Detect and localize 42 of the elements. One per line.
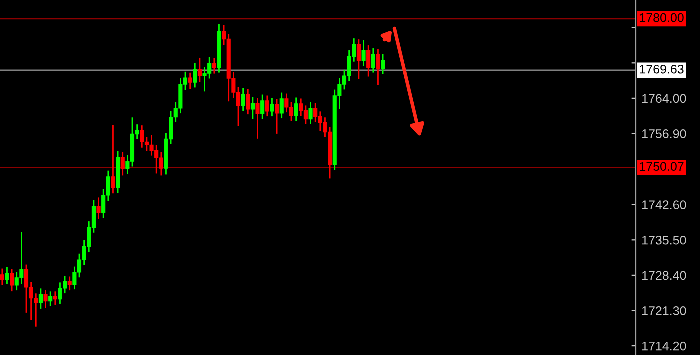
candlestick <box>256 98 260 139</box>
candlestick <box>5 267 10 284</box>
y-tick-label: 1728.40 <box>642 271 686 280</box>
candlestick <box>111 125 116 194</box>
candlestick <box>246 89 250 115</box>
candlestick <box>120 152 125 176</box>
candlestick <box>270 98 274 117</box>
candlestick <box>10 269 14 292</box>
candlestick <box>260 94 265 120</box>
candlestick <box>48 292 53 306</box>
candlestick <box>198 58 202 82</box>
ref-line-label: 1750.07 <box>640 162 684 172</box>
candlestick <box>294 98 298 122</box>
y-tick-label: 1714.20 <box>642 342 686 351</box>
y-tick-label: 1756.90 <box>642 130 686 138</box>
candlestick <box>265 96 270 117</box>
candlestick <box>280 92 284 119</box>
candlestick <box>193 63 198 88</box>
candlestick <box>250 97 255 120</box>
candlestick <box>275 99 280 134</box>
candlestick <box>212 58 216 74</box>
ref-line-label: 1780.00 <box>640 13 684 22</box>
y-tick-label: 1764.00 <box>642 94 686 104</box>
candlestick <box>38 288 43 309</box>
candlestick <box>376 50 380 86</box>
y-tick-label: 1721.30 <box>642 306 686 316</box>
candlestick <box>44 290 48 308</box>
y-tick-label: 1742.60 <box>642 200 686 210</box>
candlestick <box>188 72 192 90</box>
candlestick <box>308 102 313 124</box>
candlestick <box>366 46 371 77</box>
y-tick-label: 1735.50 <box>642 236 686 245</box>
candlestick <box>53 292 58 305</box>
candlestick <box>362 40 366 66</box>
candlestick <box>241 88 246 112</box>
candlestick <box>371 48 376 73</box>
candlestick <box>0 268 4 286</box>
candlestick <box>68 276 72 291</box>
candlestick <box>356 40 361 80</box>
candlestick <box>96 198 101 220</box>
ref-line-label: 1769.63 <box>640 64 684 74</box>
candlestick <box>381 54 386 74</box>
